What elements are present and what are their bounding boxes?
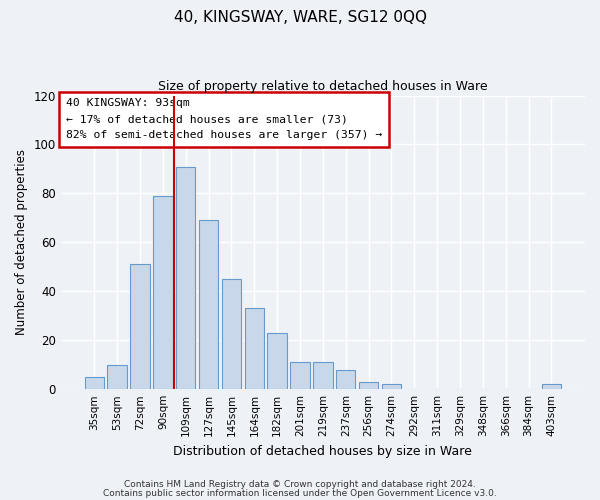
Bar <box>290 362 310 389</box>
Bar <box>336 370 355 389</box>
Text: Contains public sector information licensed under the Open Government Licence v3: Contains public sector information licen… <box>103 488 497 498</box>
Bar <box>313 362 332 389</box>
Bar <box>107 364 127 389</box>
Bar <box>382 384 401 389</box>
Text: 40, KINGSWAY, WARE, SG12 0QQ: 40, KINGSWAY, WARE, SG12 0QQ <box>173 10 427 25</box>
Bar <box>199 220 218 389</box>
Bar <box>176 166 196 389</box>
Bar <box>153 196 173 389</box>
Bar <box>359 382 379 389</box>
Bar <box>130 264 150 389</box>
Bar <box>268 333 287 389</box>
Bar <box>85 377 104 389</box>
Bar <box>245 308 264 389</box>
Text: 40 KINGSWAY: 93sqm
← 17% of detached houses are smaller (73)
82% of semi-detache: 40 KINGSWAY: 93sqm ← 17% of detached hou… <box>66 98 382 140</box>
Bar <box>542 384 561 389</box>
Text: Contains HM Land Registry data © Crown copyright and database right 2024.: Contains HM Land Registry data © Crown c… <box>124 480 476 489</box>
X-axis label: Distribution of detached houses by size in Ware: Distribution of detached houses by size … <box>173 444 472 458</box>
Bar <box>222 279 241 389</box>
Title: Size of property relative to detached houses in Ware: Size of property relative to detached ho… <box>158 80 488 93</box>
Y-axis label: Number of detached properties: Number of detached properties <box>15 150 28 336</box>
